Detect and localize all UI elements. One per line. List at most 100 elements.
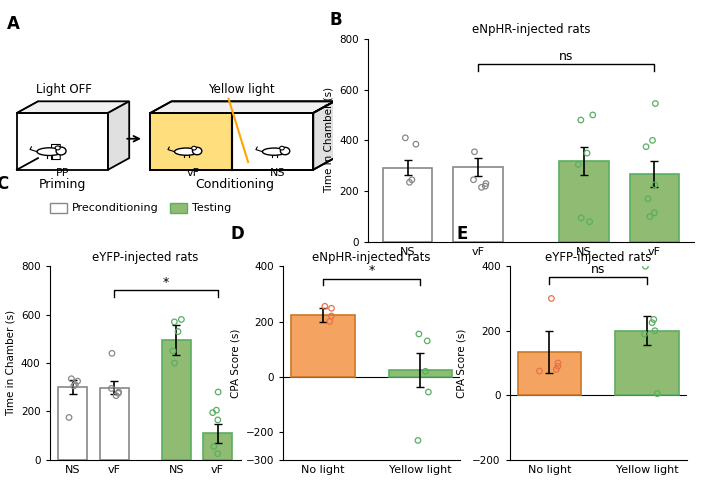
Polygon shape — [17, 101, 130, 113]
Text: E: E — [457, 225, 468, 243]
Point — [648, 316, 659, 323]
Point — [546, 295, 557, 302]
Y-axis label: Time in Chamber (s): Time in Chamber (s) — [324, 87, 334, 194]
Point — [176, 316, 187, 323]
Point — [647, 136, 658, 144]
Bar — [389, 370, 452, 377]
Bar — [629, 174, 679, 242]
Bar — [518, 352, 581, 395]
Point — [649, 327, 661, 334]
Point — [326, 312, 337, 320]
Text: A: A — [7, 15, 20, 33]
Point — [212, 388, 224, 396]
Point — [406, 176, 418, 183]
Polygon shape — [108, 101, 130, 170]
Circle shape — [193, 147, 202, 155]
Bar — [100, 388, 129, 460]
Point — [551, 365, 562, 373]
Point — [479, 182, 491, 190]
Text: Light OFF: Light OFF — [36, 83, 92, 96]
Polygon shape — [17, 113, 108, 170]
Polygon shape — [150, 113, 232, 170]
Bar — [383, 167, 433, 242]
Bar — [559, 161, 609, 242]
Point — [421, 337, 433, 345]
Text: D: D — [230, 225, 244, 243]
Point — [552, 359, 564, 367]
Title: eNpHR-injected rats: eNpHR-injected rats — [472, 23, 590, 36]
Point — [324, 318, 336, 325]
Point — [72, 378, 84, 385]
Point — [640, 262, 651, 270]
Ellipse shape — [174, 148, 198, 155]
Point — [106, 349, 118, 357]
Text: 〜: 〜 — [50, 142, 62, 161]
Point — [639, 330, 650, 338]
Bar — [453, 167, 503, 242]
Title: eYFP-injected rats: eYFP-injected rats — [545, 251, 651, 264]
Point — [212, 416, 224, 424]
Ellipse shape — [263, 148, 286, 155]
Point — [573, 161, 584, 168]
Point — [651, 390, 663, 397]
Bar — [161, 340, 190, 460]
Y-axis label: CPA Score (s): CPA Score (s) — [457, 328, 467, 398]
Point — [412, 437, 423, 444]
Text: PP: PP — [56, 168, 69, 178]
Point — [581, 149, 593, 157]
Point — [319, 302, 331, 310]
Point — [207, 408, 218, 416]
Text: Conditioning: Conditioning — [195, 178, 275, 191]
Circle shape — [280, 146, 285, 150]
Bar — [291, 315, 355, 377]
Point — [69, 381, 81, 389]
Bar — [58, 387, 87, 460]
Text: vF: vF — [186, 168, 199, 178]
Point — [476, 183, 487, 191]
Point — [110, 392, 122, 400]
Point — [420, 367, 431, 375]
Legend: Preconditioning, Testing: Preconditioning, Testing — [45, 198, 236, 218]
Bar — [203, 433, 232, 460]
Point — [468, 176, 479, 183]
Circle shape — [280, 147, 290, 155]
Text: C: C — [0, 175, 8, 193]
Point — [423, 388, 434, 396]
Circle shape — [56, 147, 66, 155]
Point — [534, 367, 545, 375]
Circle shape — [192, 146, 196, 150]
Text: Yellow light: Yellow light — [208, 83, 275, 96]
Text: *: * — [163, 276, 169, 289]
Polygon shape — [313, 101, 334, 170]
Y-axis label: CPA Score (s): CPA Score (s) — [230, 328, 240, 398]
Title: eNpHR-injected rats: eNpHR-injected rats — [312, 251, 431, 264]
Point — [208, 442, 219, 450]
Point — [113, 388, 125, 396]
Y-axis label: Time in Chamber (s): Time in Chamber (s) — [6, 310, 16, 416]
Point — [167, 347, 178, 355]
Point — [64, 413, 75, 421]
Text: ns: ns — [591, 262, 605, 275]
Text: B: B — [329, 11, 342, 29]
Point — [404, 179, 415, 186]
Point — [169, 359, 181, 367]
Point — [650, 100, 661, 107]
Point — [552, 363, 564, 370]
Point — [644, 212, 656, 220]
Point — [641, 143, 652, 151]
Point — [400, 134, 411, 142]
Point — [413, 330, 425, 338]
Point — [68, 382, 79, 390]
Point — [575, 116, 586, 124]
Point — [326, 304, 337, 312]
Point — [211, 407, 222, 414]
Text: Priming: Priming — [39, 178, 86, 191]
Point — [587, 111, 598, 119]
Point — [212, 450, 223, 458]
Point — [469, 148, 480, 156]
Polygon shape — [150, 101, 334, 113]
Point — [66, 375, 77, 382]
Bar — [615, 331, 679, 395]
Ellipse shape — [37, 148, 62, 155]
Point — [649, 209, 660, 217]
